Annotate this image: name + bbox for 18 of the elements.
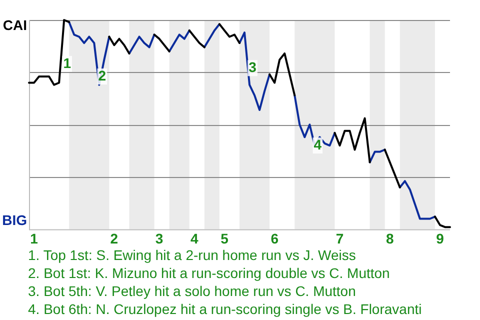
x-tick-label: 2: [110, 230, 118, 246]
x-tick-label: 5: [220, 230, 229, 246]
annotation: 2: [98, 67, 106, 84]
text: 1. Top 1st: S. Ewing hit a 2-run home run vs J. Weiss: [28, 246, 357, 264]
x-tick-label: 3: [155, 230, 164, 246]
text: 4. Bot 6th: N. Cruzlopez hit a run-scoring single vs B. Floravanti: [28, 300, 422, 318]
x-tick-label: 4: [190, 230, 198, 246]
text: CAI: [2, 16, 27, 33]
text: BIG: [2, 212, 28, 228]
text: 3. Bot 5th: V. Petley hit a solo home run vs C. Mutton: [28, 282, 357, 300]
x-tick-label: 1: [30, 230, 38, 246]
text: 2. Bot 1st: K. Mizuno hit a run-scoring double vs C. Mutton: [28, 264, 391, 282]
annotation: 3: [248, 58, 257, 75]
x-tick-label: 6: [270, 230, 279, 246]
x-tick-label: 9: [436, 230, 444, 246]
x-tick-label: 7: [336, 230, 344, 246]
x-tick-label: 8: [386, 230, 394, 246]
annotation: 1: [63, 54, 72, 71]
